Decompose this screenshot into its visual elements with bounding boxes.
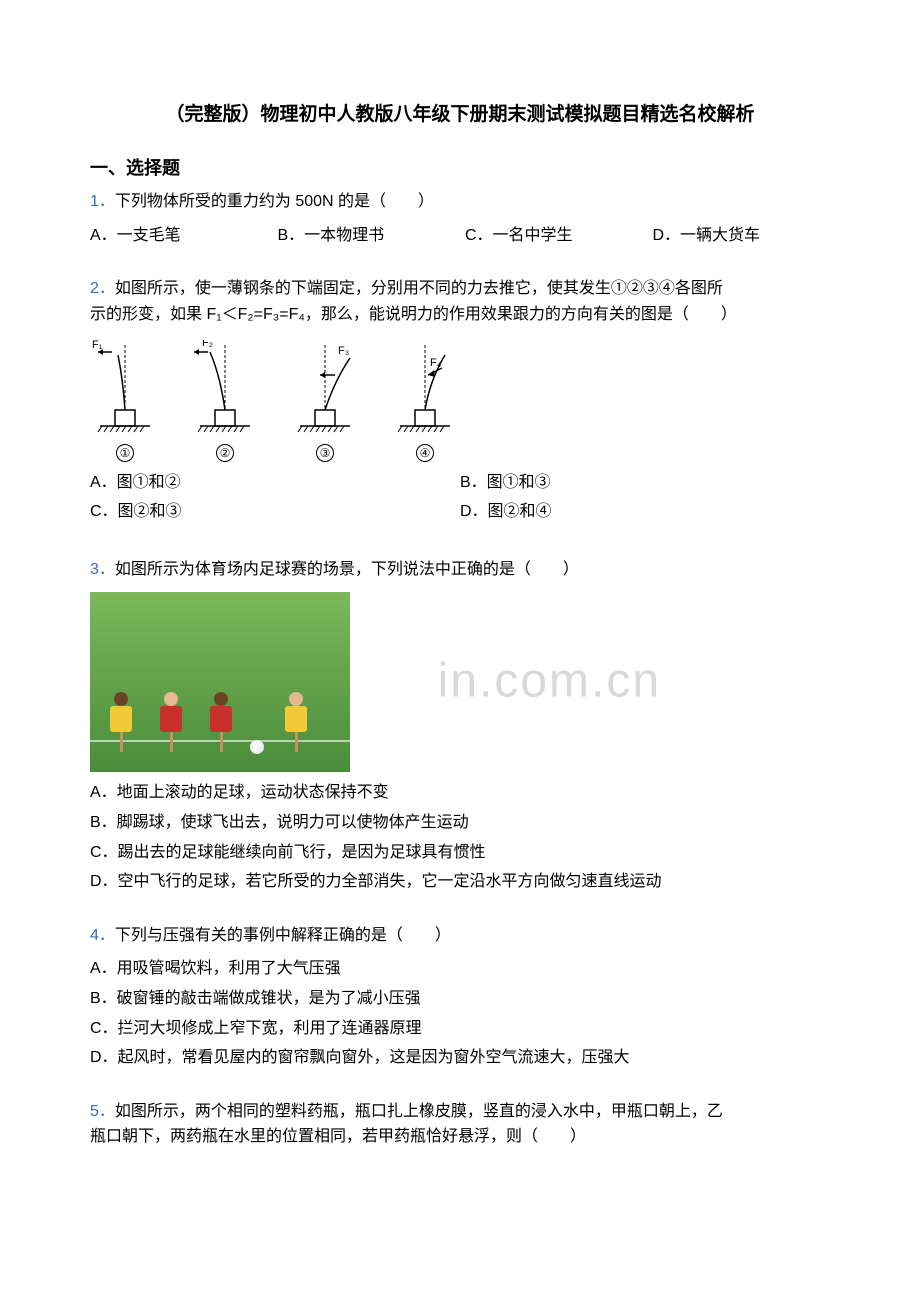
question-3: 3．如图所示为体育场内足球赛的场景，下列说法中正确的是（ ） in.com.cn <box>90 557 830 895</box>
q1-options: A．一支毛笔 B．一本物理书 C．一名中学生 D．一辆大货车 <box>90 223 830 249</box>
q4-opt-d: D．起风时，常看见屋内的窗帘飘向窗外，这是因为窗外空气流速大，压强大 <box>90 1045 830 1071</box>
soccer-image <box>90 592 350 772</box>
player-4 <box>285 692 307 752</box>
diagram-3-label: ③ <box>316 444 334 462</box>
q5-line2: 瓶口朝下，两药瓶在水里的位置相同，若甲药瓶恰好悬浮，则（ ） <box>90 1128 586 1145</box>
q5-number: 5． <box>90 1103 115 1120</box>
q1-opt-b: B．一本物理书 <box>278 223 456 249</box>
q2-text: 2．如图所示，使一薄钢条的下端固定，分别用不同的力去推它，使其发生①②③④各图所… <box>90 276 830 327</box>
diagram-1-svg: F₁ <box>90 340 160 440</box>
q2-opt-d: D．图②和④ <box>460 499 830 525</box>
document-title: （完整版）物理初中人教版八年级下册期末测试模拟题目精选名校解析 <box>90 100 830 130</box>
q3-opt-a: A．地面上滚动的足球，运动状态保持不变 <box>90 780 830 806</box>
q3-text: 3．如图所示为体育场内足球赛的场景，下列说法中正确的是（ ） <box>90 557 830 583</box>
q2-opt-c: C．图②和③ <box>90 499 460 525</box>
q3-number: 3． <box>90 561 115 578</box>
q1-opt-c: C．一名中学生 <box>465 223 643 249</box>
q2-options: A．图①和② B．图①和③ C．图②和③ D．图②和④ <box>90 470 830 529</box>
question-2: 2．如图所示，使一薄钢条的下端固定，分别用不同的力去推它，使其发生①②③④各图所… <box>90 276 830 528</box>
diagram-3: F₃ ③ <box>290 340 360 462</box>
q2-number: 2． <box>90 280 115 297</box>
diagram-2-label: ② <box>216 444 234 462</box>
q1-opt-a: A．一支毛笔 <box>90 223 268 249</box>
q2-line2: 示的形变，如果 F₁＜F₂=F₃=F₄，那么，能说明力的作用效果跟力的方向有关的… <box>90 306 737 323</box>
q2-line1: 如图所示，使一薄钢条的下端固定，分别用不同的力去推它，使其发生①②③④各图所 <box>115 280 723 297</box>
q3-options: A．地面上滚动的足球，运动状态保持不变 B．脚踢球，使球飞出去，说明力可以使物体… <box>90 780 830 894</box>
watermark: in.com.cn <box>438 644 661 721</box>
question-5: 5．如图所示，两个相同的塑料药瓶，瓶口扎上橡皮膜，竖直的浸入水中，甲瓶口朝上，乙… <box>90 1099 830 1150</box>
q3-opt-c: C．踢出去的足球能继续向前飞行，是因为足球具有惯性 <box>90 840 830 866</box>
diagram-2-svg: F₂ <box>190 340 260 440</box>
q4-text: 4．下列与压强有关的事例中解释正确的是（ ） <box>90 923 830 949</box>
q3-opt-b: B．脚踢球，使球飞出去，说明力可以使物体产生运动 <box>90 810 830 836</box>
q4-body: 下列与压强有关的事例中解释正确的是（ ） <box>115 927 451 944</box>
q3-opt-d: D．空中飞行的足球，若它所受的力全部消失，它一定沿水平方向做匀速直线运动 <box>90 869 830 895</box>
q1-number: 1． <box>90 193 115 210</box>
q2-opt-b: B．图①和③ <box>460 470 830 496</box>
diagram-3-svg: F₃ <box>290 340 360 440</box>
q4-opt-a: A．用吸管喝饮料，利用了大气压强 <box>90 956 830 982</box>
q4-opt-c: C．拦河大坝修成上窄下宽，利用了连通器原理 <box>90 1016 830 1042</box>
q4-opt-b: B．破窗锤的敲击端做成锥状，是为了减小压强 <box>90 986 830 1012</box>
diagram-4-svg: F₄ <box>390 340 460 440</box>
q5-text: 5．如图所示，两个相同的塑料药瓶，瓶口扎上橡皮膜，竖直的浸入水中，甲瓶口朝上，乙… <box>90 1099 830 1150</box>
q1-text: 1．下列物体所受的重力约为 500N 的是（ ） <box>90 189 830 215</box>
question-1: 1．下列物体所受的重力约为 500N 的是（ ） A．一支毛笔 B．一本物理书 … <box>90 189 830 248</box>
f4-label: F₄ <box>430 357 442 369</box>
q2-opt-a: A．图①和② <box>90 470 460 496</box>
q3-body: 如图所示为体育场内足球赛的场景，下列说法中正确的是（ ） <box>115 561 579 578</box>
f1-label: F₁ <box>92 340 103 351</box>
diagram-1: F₁ ① <box>90 340 160 462</box>
player-1 <box>110 692 132 752</box>
section-heading: 一、选择题 <box>90 154 830 183</box>
q5-line1: 如图所示，两个相同的塑料药瓶，瓶口扎上橡皮膜，竖直的浸入水中，甲瓶口朝上，乙 <box>115 1103 723 1120</box>
q2-diagrams: F₁ ① F₂ <box>90 340 830 462</box>
player-3 <box>210 692 232 752</box>
f3-label: F₃ <box>338 345 349 357</box>
q4-options: A．用吸管喝饮料，利用了大气压强 B．破窗锤的敲击端做成锥状，是为了减小压强 C… <box>90 956 830 1070</box>
diagram-1-label: ① <box>116 444 134 462</box>
q1-body: 下列物体所受的重力约为 500N 的是（ ） <box>115 193 434 210</box>
diagram-4-label: ④ <box>416 444 434 462</box>
soccer-ball <box>250 740 264 754</box>
diagram-4: F₄ ④ <box>390 340 460 462</box>
diagram-2: F₂ ② <box>190 340 260 462</box>
f2-label: F₂ <box>202 340 213 349</box>
q4-number: 4． <box>90 927 115 944</box>
q1-opt-d: D．一辆大货车 <box>653 223 831 249</box>
question-4: 4．下列与压强有关的事例中解释正确的是（ ） A．用吸管喝饮料，利用了大气压强 … <box>90 923 830 1071</box>
player-2 <box>160 692 182 752</box>
